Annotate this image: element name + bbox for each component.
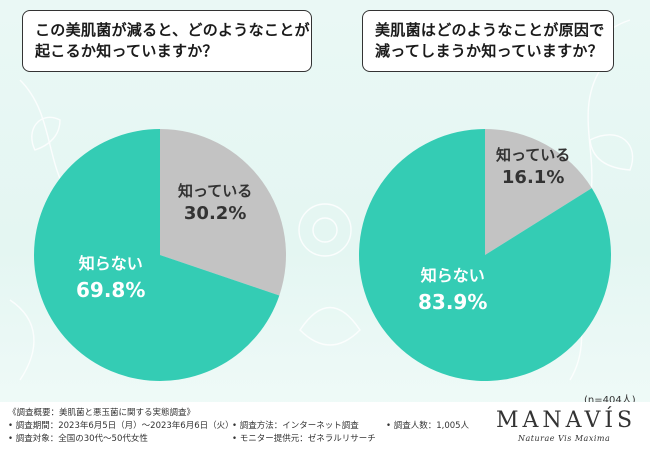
question-box-2: 美肌菌はどのようなことが原因で 減ってしまうか知っていますか？ bbox=[362, 10, 614, 72]
survey-period: • 調査期間：2023年6月5日（月）～2023年6月6日（火） bbox=[8, 421, 234, 431]
pie-1-unknown-value: 69.8% bbox=[76, 278, 146, 302]
pie-2-label-know: 知っている 16.1% bbox=[496, 144, 570, 188]
pie-2-know-value: 16.1% bbox=[501, 167, 565, 188]
pie-2-unknown-text: 知らない bbox=[420, 266, 485, 285]
question-2-line-2: 減ってしまうか知っていますか？ bbox=[375, 42, 604, 60]
pie-1-know-text: 知っている bbox=[178, 182, 253, 200]
pie-1-unknown-text: 知らない bbox=[78, 254, 143, 273]
question-2-line-1: 美肌菌はどのようなことが原因で bbox=[375, 21, 605, 39]
pie-1-know-value: 30.2% bbox=[183, 203, 247, 224]
footer: 《調査概要：美肌菌と悪玉菌に関する実態調査》 • 調査期間：2023年6月5日（… bbox=[0, 402, 650, 450]
brand-logo: MANAVÍS bbox=[496, 408, 637, 433]
brand-tagline: Naturae Vis Maxima bbox=[518, 434, 611, 443]
survey-count: • 調査人数：1,005人 bbox=[386, 421, 470, 431]
survey-method: • 調査方法：インターネット調査 bbox=[232, 421, 359, 431]
pie-1-label-know: 知っている 30.2% bbox=[178, 180, 252, 224]
pie-2-label-unknown: 知らない 83.9% bbox=[418, 262, 487, 314]
question-1-line-1: この美肌菌が減ると、どのようなことが bbox=[35, 21, 310, 39]
pie-2-unknown-value: 83.9% bbox=[418, 290, 488, 314]
survey-overview: 《調査概要：美肌菌と悪玉菌に関する実態調査》 bbox=[8, 408, 196, 418]
question-box-1: この美肌菌が減ると、どのようなことが 起こるか知っていますか？ bbox=[22, 10, 312, 72]
pie-1-label-unknown: 知らない 69.8% bbox=[76, 250, 145, 302]
pie-2-know-text: 知っている bbox=[496, 146, 571, 164]
pie-2-slice-know bbox=[485, 129, 592, 255]
pie-1-slice-know bbox=[160, 129, 287, 296]
pie-1-slice-unknown bbox=[34, 129, 280, 381]
pie-2-slice-unknown bbox=[359, 129, 611, 381]
survey-provider: • モニター提供元：ゼネラルリサーチ bbox=[232, 434, 376, 444]
question-1-line-2: 起こるか知っていますか？ bbox=[35, 42, 218, 60]
survey-target: • 調査対象：全国の30代～50代女性 bbox=[8, 434, 148, 444]
sample-size-note: (n=404人) bbox=[584, 395, 636, 406]
